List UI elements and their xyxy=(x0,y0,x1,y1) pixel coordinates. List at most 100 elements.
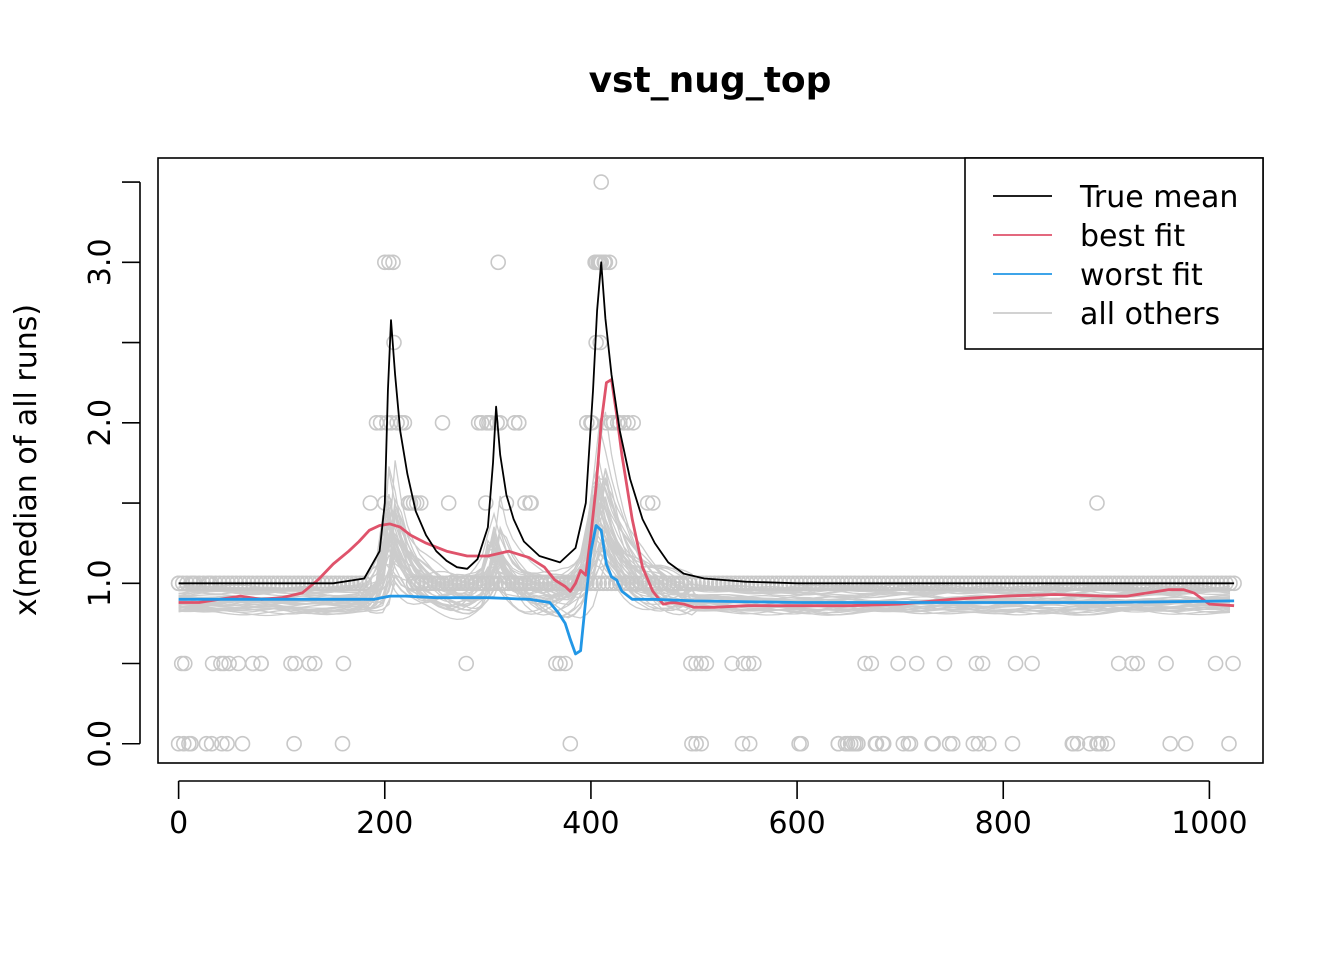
x-tick-label: 600 xyxy=(768,806,825,841)
other-fit-line xyxy=(178,411,1231,597)
run-point xyxy=(286,735,302,752)
run-point xyxy=(477,495,494,511)
run-point xyxy=(1007,655,1024,672)
run-point xyxy=(1177,735,1194,752)
run-point xyxy=(301,655,318,672)
x-tick-label: 200 xyxy=(356,806,413,841)
run-point xyxy=(245,655,261,672)
run-point xyxy=(198,735,215,752)
chart-title: vst_nug_top xyxy=(589,60,832,101)
run-point xyxy=(1089,735,1105,752)
run-point xyxy=(624,575,641,592)
run-point xyxy=(381,254,397,271)
run-point xyxy=(748,575,764,592)
run-point xyxy=(400,495,417,511)
run-point xyxy=(719,575,735,592)
run-point xyxy=(418,575,434,592)
run-point xyxy=(591,575,608,592)
run-point xyxy=(471,575,488,592)
run-point xyxy=(661,575,678,592)
run-point xyxy=(583,575,599,592)
run-point xyxy=(214,735,230,752)
run-point xyxy=(1207,655,1224,672)
run-point xyxy=(447,575,463,592)
run-point xyxy=(467,575,484,592)
legend-label: best fit xyxy=(1080,219,1185,254)
run-point xyxy=(595,575,612,592)
run-point xyxy=(837,735,854,752)
run-point xyxy=(442,575,459,592)
run-point xyxy=(632,575,649,592)
run-point xyxy=(657,575,673,592)
run-point xyxy=(1089,495,1105,511)
run-point xyxy=(698,655,715,672)
run-point xyxy=(620,575,636,592)
run-point xyxy=(234,735,251,752)
other-fit-line xyxy=(178,509,1230,606)
run-point xyxy=(1225,655,1241,672)
run-point xyxy=(593,174,610,190)
run-point xyxy=(521,575,537,592)
x-tick-label: 1000 xyxy=(1171,806,1247,841)
run-point xyxy=(554,575,570,592)
legend: True mean best fit worst fit all others xyxy=(964,157,1264,350)
run-point xyxy=(492,575,509,592)
run-point xyxy=(508,575,525,592)
other-fit-line xyxy=(178,495,1231,616)
run-point xyxy=(1158,655,1174,672)
run-point xyxy=(653,575,669,592)
run-point xyxy=(541,575,558,592)
run-point xyxy=(683,655,699,672)
run-point xyxy=(830,735,847,752)
run-point xyxy=(500,575,517,592)
run-point xyxy=(857,655,873,672)
run-point xyxy=(343,575,360,592)
run-point xyxy=(230,655,247,672)
run-point xyxy=(611,575,628,592)
run-point xyxy=(352,575,368,592)
run-point xyxy=(684,735,700,752)
run-point xyxy=(924,735,940,752)
run-point xyxy=(665,575,682,592)
run-point xyxy=(459,575,476,592)
legend-label: worst fit xyxy=(1080,258,1203,293)
run-point xyxy=(688,655,704,672)
run-point xyxy=(440,495,457,511)
run-point xyxy=(741,735,758,752)
run-point xyxy=(1065,735,1082,752)
plot-frame xyxy=(157,157,1264,764)
run-point xyxy=(625,414,642,431)
run-point xyxy=(463,575,480,592)
run-point xyxy=(640,575,657,592)
run-point xyxy=(639,495,656,511)
run-point xyxy=(739,575,756,592)
run-point xyxy=(204,655,221,672)
run-point xyxy=(1124,655,1140,672)
run-point xyxy=(362,495,379,511)
x-axis: 0 200 400 600 800 1000 xyxy=(169,780,1248,841)
run-point xyxy=(902,735,919,752)
run-point xyxy=(512,575,529,592)
run-point xyxy=(599,575,616,592)
run-point xyxy=(607,575,624,592)
run-point xyxy=(735,655,752,672)
run-point xyxy=(537,575,554,592)
run-point xyxy=(389,414,405,431)
run-point xyxy=(863,655,880,672)
run-point xyxy=(706,575,723,592)
run-point xyxy=(488,575,504,592)
legend-label: True mean xyxy=(1079,180,1238,215)
run-point xyxy=(562,735,579,752)
run-point xyxy=(980,735,997,752)
y-axis-label: x(median of all runs) xyxy=(9,304,44,616)
run-point xyxy=(334,735,351,752)
run-point xyxy=(628,575,645,592)
run-point xyxy=(434,575,451,592)
x-tick-label: 400 xyxy=(562,806,619,841)
run-point xyxy=(219,735,235,752)
run-point xyxy=(740,655,757,672)
run-point xyxy=(283,655,299,672)
run-point xyxy=(455,575,471,592)
run-point xyxy=(339,575,356,592)
run-point xyxy=(426,575,443,592)
